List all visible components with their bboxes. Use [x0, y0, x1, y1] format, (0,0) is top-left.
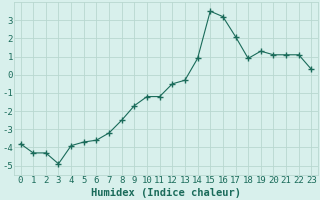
- X-axis label: Humidex (Indice chaleur): Humidex (Indice chaleur): [91, 188, 241, 198]
